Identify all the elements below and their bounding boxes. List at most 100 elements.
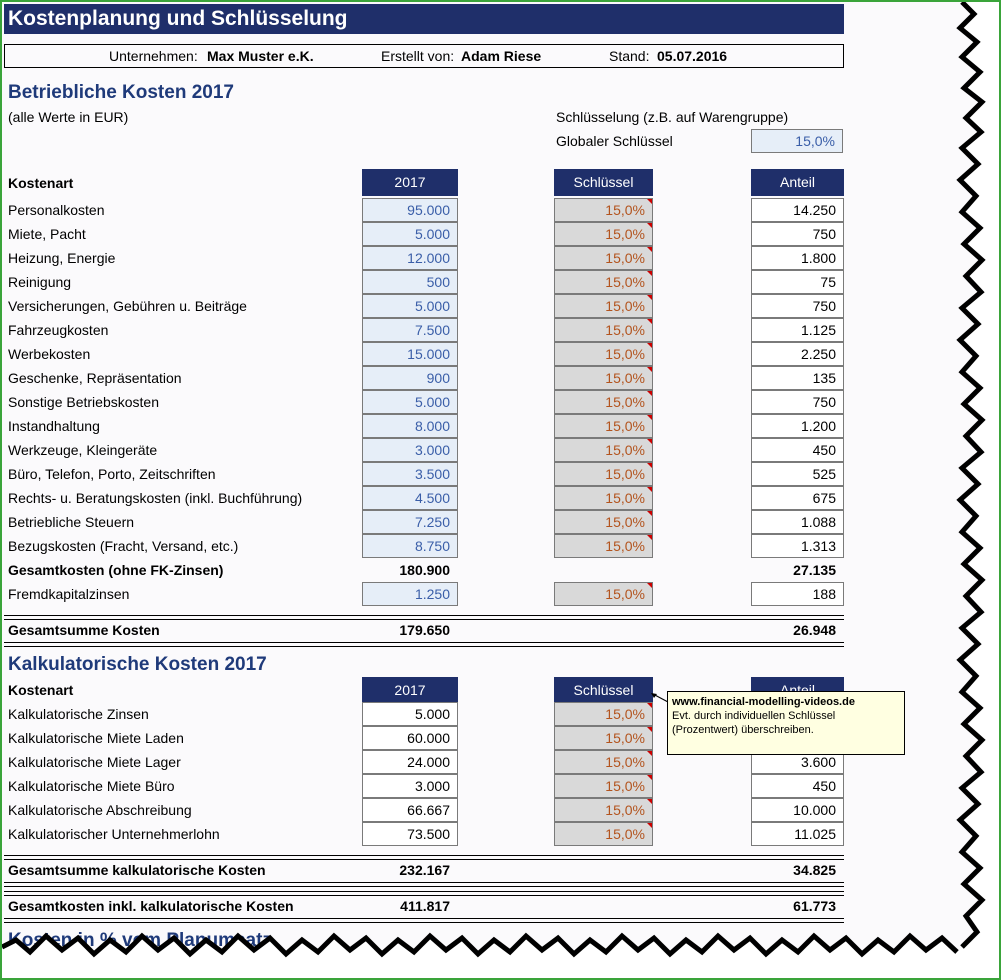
- share-cell: 1.200: [751, 414, 844, 438]
- company-label: Unternehmen:: [109, 48, 198, 64]
- subtotal-share: 27.135: [793, 562, 836, 578]
- share-cell: 525: [751, 462, 844, 486]
- key-input-cell[interactable]: 15,0%: [554, 774, 653, 798]
- cost-row-label: Geschenke, Repräsentation: [8, 370, 182, 386]
- imputed-total-share: 34.825: [793, 862, 836, 878]
- share-cell: 14.250: [751, 198, 844, 222]
- cost-value-cell: 5.000: [362, 702, 458, 726]
- key-input-cell[interactable]: 15,0%: [554, 798, 653, 822]
- company-value: Max Muster e.K.: [207, 48, 314, 64]
- cost-value-cell[interactable]: 3.000: [362, 438, 458, 462]
- key-input-cell[interactable]: 15,0%: [554, 342, 653, 366]
- share-cell: 1.125: [751, 318, 844, 342]
- grand-total-label: Gesamtkosten inkl. kalkulatorische Koste…: [8, 898, 294, 914]
- cost-row-label: Werkzeuge, Kleingeräte: [8, 442, 158, 458]
- tooltip-arrow: [651, 693, 669, 703]
- imputed-total-value: 232.167: [399, 862, 450, 878]
- cost-value-cell[interactable]: 3.500: [362, 462, 458, 486]
- cost-value-cell[interactable]: 5.000: [362, 390, 458, 414]
- cost-value-cell[interactable]: 5.000: [362, 222, 458, 246]
- total-label: Gesamtsumme Kosten: [8, 622, 160, 638]
- cost-value-cell[interactable]: 900: [362, 366, 458, 390]
- key-input-cell[interactable]: 15,0%: [554, 270, 653, 294]
- cost-row-label: Miete, Pacht: [8, 226, 86, 242]
- cost-row-label: Sonstige Betriebskosten: [8, 394, 159, 410]
- cost-value-cell[interactable]: 8.000: [362, 414, 458, 438]
- column-header-year: 2017: [362, 677, 458, 704]
- share-cell: 450: [751, 774, 844, 798]
- divider: [4, 918, 844, 923]
- cost-value-cell[interactable]: 15.000: [362, 342, 458, 366]
- key-input-cell[interactable]: 15,0%: [554, 510, 653, 534]
- divider: [4, 855, 844, 860]
- cost-row-label: Personalkosten: [8, 202, 105, 218]
- cell-comment-tooltip: www.financial-modelling-videos.de Evt. d…: [667, 691, 905, 755]
- share-cell: 11.025: [751, 822, 844, 846]
- total-share: 26.948: [793, 622, 836, 638]
- cost-value-cell[interactable]: 4.500: [362, 486, 458, 510]
- share-cell: 750: [751, 390, 844, 414]
- key-input-cell[interactable]: 15,0%: [554, 486, 653, 510]
- key-input-cell[interactable]: 15,0%: [554, 534, 653, 558]
- column-header-key: Schlüssel: [554, 677, 653, 704]
- subtotal-label: Gesamtkosten (ohne FK-Zinsen): [8, 562, 224, 578]
- tooltip-url: www.financial-modelling-videos.de: [672, 696, 855, 708]
- cost-value-cell: 66.667: [362, 798, 458, 822]
- author-label: Erstellt von:: [381, 48, 455, 64]
- cost-row-label: Kalkulatorische Miete Lager: [8, 754, 181, 770]
- key-input-cell[interactable]: 15,0%: [554, 438, 653, 462]
- imputed-total-label: Gesamtsumme kalkulatorische Kosten: [8, 862, 266, 878]
- cost-value-cell[interactable]: 12.000: [362, 246, 458, 270]
- key-input-cell[interactable]: 15,0%: [554, 294, 653, 318]
- cost-row-label: Betriebliche Steuern: [8, 514, 135, 530]
- grand-total-share: 61.773: [793, 898, 836, 914]
- interest-share: 188: [751, 582, 844, 606]
- share-cell: 75: [751, 270, 844, 294]
- cost-row-label: Kalkulatorischer Unternehmerlohn: [8, 826, 220, 842]
- cost-value-cell[interactable]: 7.500: [362, 318, 458, 342]
- date-label: Stand:: [609, 48, 650, 64]
- column-header-key: Schlüssel: [554, 169, 653, 196]
- interest-value-input[interactable]: 1.250: [362, 582, 458, 606]
- author-value: Adam Riese: [461, 48, 542, 64]
- cost-row-label: Werbekosten: [8, 346, 91, 362]
- key-input-cell[interactable]: 15,0%: [554, 390, 653, 414]
- key-input-cell[interactable]: 15,0%: [554, 318, 653, 342]
- key-input-cell[interactable]: 15,0%: [554, 702, 653, 726]
- key-input-cell[interactable]: 15,0%: [554, 750, 653, 774]
- divider: [4, 891, 844, 896]
- cost-row-label: Heizung, Energie: [8, 250, 116, 266]
- key-input-cell[interactable]: 15,0%: [554, 366, 653, 390]
- cost-value-cell: 3.000: [362, 774, 458, 798]
- page-title: Kostenplanung und Schlüsselung: [4, 4, 844, 34]
- key-input-cell[interactable]: 15,0%: [554, 222, 653, 246]
- cost-row-label: Kalkulatorische Zinsen: [8, 706, 149, 722]
- column-header-cost-type: Kostenart: [8, 175, 74, 191]
- share-cell: 135: [751, 366, 844, 390]
- tooltip-text-line-1: Evt. durch individuellen Schlüssel: [672, 710, 836, 722]
- cost-row-label: Büro, Telefon, Porto, Zeitschriften: [8, 466, 216, 482]
- key-input-cell[interactable]: 15,0%: [554, 198, 653, 222]
- global-key-input[interactable]: 15,0%: [751, 129, 843, 153]
- key-input-cell[interactable]: 15,0%: [554, 822, 653, 846]
- key-input-cell[interactable]: 15,0%: [554, 462, 653, 486]
- meta-bar: Unternehmen: Max Muster e.K. Erstellt vo…: [4, 44, 844, 68]
- cost-value-cell[interactable]: 5.000: [362, 294, 458, 318]
- share-cell: 750: [751, 294, 844, 318]
- cost-value-cell[interactable]: 8.750: [362, 534, 458, 558]
- cost-value-cell: 24.000: [362, 750, 458, 774]
- interest-key-input[interactable]: 15,0%: [554, 582, 653, 606]
- interest-label: Fremdkapitalzinsen: [8, 586, 130, 602]
- key-input-cell[interactable]: 15,0%: [554, 246, 653, 270]
- cost-value-cell[interactable]: 95.000: [362, 198, 458, 222]
- column-header-cost-type: Kostenart: [8, 682, 74, 698]
- key-input-cell[interactable]: 15,0%: [554, 414, 653, 438]
- divider: [4, 882, 844, 887]
- share-cell: 675: [751, 486, 844, 510]
- key-input-cell[interactable]: 15,0%: [554, 726, 653, 750]
- cost-value-cell[interactable]: 7.250: [362, 510, 458, 534]
- cost-value-cell: 73.500: [362, 822, 458, 846]
- tooltip-text-line-2: (Prozentwert) überschreiben.: [672, 724, 814, 736]
- cost-value-cell[interactable]: 500: [362, 270, 458, 294]
